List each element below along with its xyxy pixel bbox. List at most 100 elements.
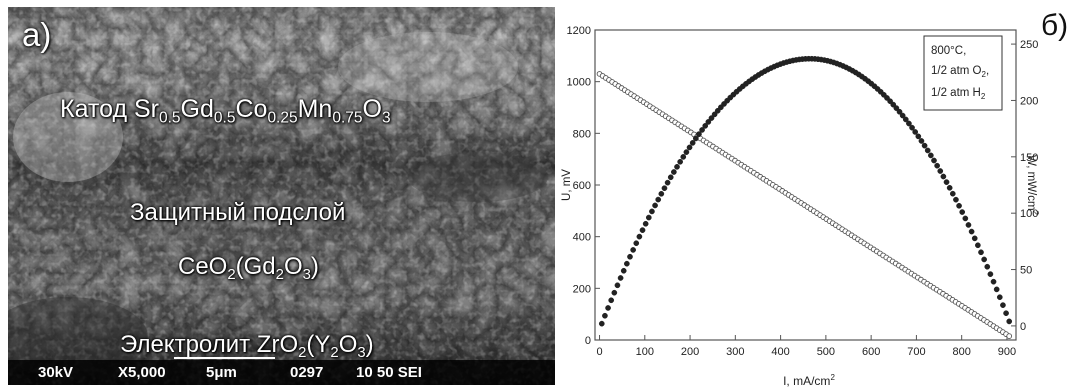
y-right-tick-label: 150 [1020,152,1038,164]
power-point [642,220,649,227]
power-point [664,179,671,186]
x-tick-label: 0 [596,346,602,358]
power-point [699,127,705,133]
power-point [946,184,953,191]
power-point [968,228,975,235]
power-point [627,253,633,260]
y-axis-right: 0 50 100 150 200 250 [1011,39,1038,333]
power-point [702,123,709,129]
power-point [934,162,940,169]
power-point [962,215,969,222]
power-point [931,157,937,164]
sem-micrograph: а) Катод Sr0.5Gd0.5Co0.25Mn0.75O3 Защитн… [8,7,555,385]
power-point [674,163,680,170]
power-point [652,202,658,209]
electrolyte-label: Электролит ZrO2(Y2O3) [120,331,374,362]
power-point [956,202,962,209]
panel-b-label: б) [1041,9,1069,42]
power-point [655,196,662,203]
x-axis: 0 100 200 300 400 500 600 700 800 900 [596,335,1016,358]
power-point [937,168,944,174]
power-point [649,208,655,215]
x-tick-label: 600 [862,346,880,358]
power-point [893,105,900,111]
panel-a-label: а) [22,16,52,53]
power-point [630,247,636,253]
power-point [686,144,693,151]
power-point [940,173,947,180]
power-point [639,227,646,233]
working-distance-mode: 10 50 SEI [356,364,422,381]
power-point [984,263,991,270]
current-voltage-power-chart: 0 100 200 300 400 500 600 700 800 900 02004006008… [561,25,1040,388]
power-point [614,282,621,289]
voltage-point [1006,333,1013,339]
power-point [915,133,922,140]
x-tick-label: 700 [907,346,925,358]
power-point [624,260,630,267]
power-point [677,158,683,165]
power-point [949,190,956,197]
power-point [683,149,690,155]
x-tick-label: 100 [636,346,654,358]
power-point [696,131,702,137]
cathode-label: Катод Sr0.5Gd0.5Co0.25Mn0.75O3 [60,95,391,127]
power-point [921,142,928,149]
power-point [692,135,699,142]
y-right-tick-label: 200 [1020,95,1038,107]
scale-bar [174,357,275,359]
power-point [924,147,931,154]
y-axis-left-title: U, mV [561,169,573,201]
power-point [890,101,897,108]
y-right-tick-label: 50 [1020,265,1032,277]
power-point [608,297,615,304]
power-point [633,240,640,247]
power-point [965,222,972,228]
power-point [620,267,627,274]
sem-data-bar: 30kV X5,000 5μm 0297 10 50 SEI [8,360,555,385]
y-left-tick-label: 800 [573,128,591,140]
power-point [971,235,978,242]
power-point [987,271,994,277]
legend-hydrogen: 1/2 atm H2 [931,87,986,101]
power-point [959,209,966,215]
power-point [902,116,909,123]
power-point [667,174,674,181]
power-point [996,294,1003,301]
y-right-tick-label: 250 [1020,39,1038,51]
power-point [636,233,643,240]
power-point [943,179,950,185]
power-point [1003,310,1009,317]
power-point [993,286,1000,293]
power-point [611,289,618,296]
x-tick-label: 200 [681,346,699,358]
power-point [896,108,903,115]
legend: 800°C, 1/2 atm O2, 1/2 atm H2 [923,35,1003,111]
power-point [705,119,712,125]
y-left-tick-label: 1200 [567,25,591,37]
scale-value: 5μm [206,364,237,381]
power-point [899,112,906,119]
accelerating-voltage: 30kV [38,364,74,381]
x-tick-label: 500 [817,346,835,358]
power-point [981,256,987,263]
legend-box [923,35,1003,111]
power-point [918,138,925,144]
power-point [661,185,668,192]
power-point [912,129,919,135]
y-left-tick-label: 200 [573,283,591,295]
power-point [689,140,696,146]
y-left-tick-label: 0 [585,335,591,347]
power-point [711,111,718,118]
power-point [990,278,997,285]
y-left-tick-label: 600 [573,180,591,192]
power-point [645,214,652,221]
ceria-layer-label: CeO2(Gd2O3) [178,253,319,284]
power-point [978,249,984,256]
power-point [953,196,959,203]
power-point [928,152,934,159]
y-right-tick-label: 0 [1020,321,1026,333]
x-tick-label: 900 [998,346,1016,358]
legend-oxygen: 1/2 atm O2, [931,65,989,79]
power-point [680,154,687,160]
